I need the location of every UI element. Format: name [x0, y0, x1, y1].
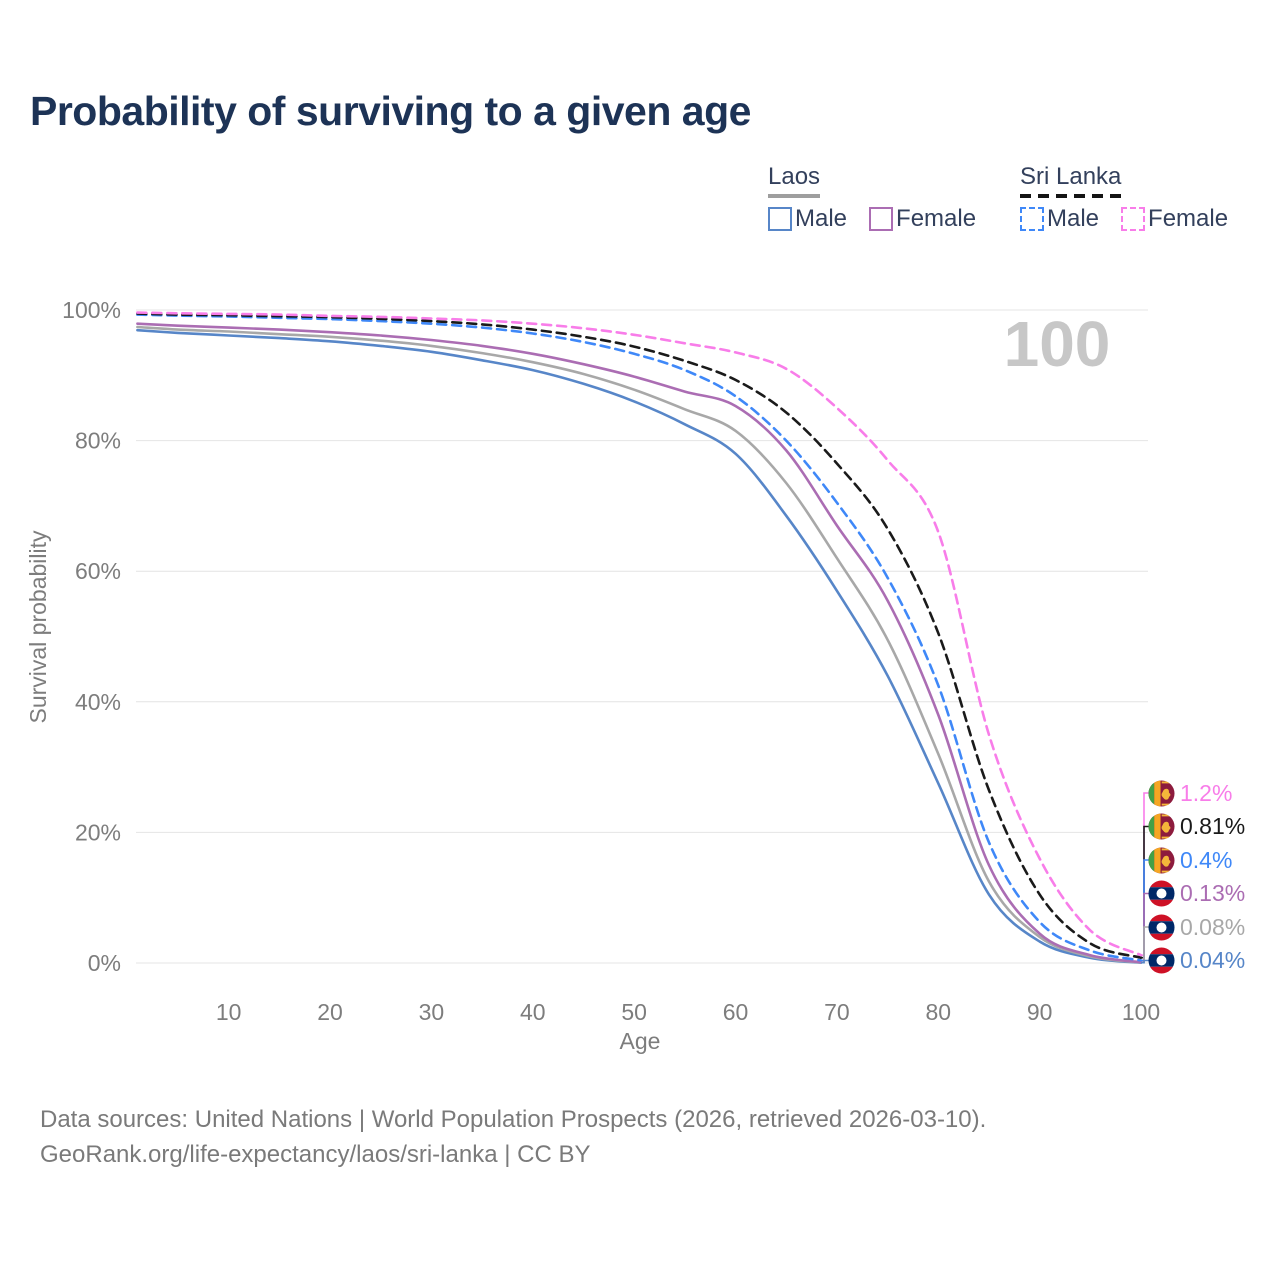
- laos-flag-icon: [1148, 947, 1175, 974]
- legend-group-laos: Laos: [768, 163, 821, 198]
- legend-group-laos-label: Laos: [768, 163, 821, 190]
- endpoint-label-sri-lanka: 0.81%: [1148, 813, 1245, 841]
- x-tick-label: 50: [621, 999, 647, 1025]
- legend-item-laos-female-label[interactable]: Female: [896, 205, 977, 232]
- x-tick-label: 100: [1122, 999, 1160, 1025]
- endpoint-label-sri-lanka-male: 0.4%: [1148, 846, 1232, 874]
- laos-flag-icon: [1148, 913, 1175, 941]
- sri-lanka-female-swatch[interactable]: [1121, 207, 1146, 231]
- endpoint-label-laos: 0.08%: [1148, 913, 1245, 941]
- y-tick-label: 0%: [88, 950, 121, 976]
- legend-item-laos-male[interactable]: Male: [768, 205, 847, 233]
- y-tick-label: 100%: [62, 297, 121, 323]
- x-tick-label: 60: [723, 999, 749, 1025]
- curve-sri-lanka-female[interactable]: [136, 311, 1143, 957]
- legend-group-sri-lanka: Sri Lanka: [1020, 163, 1122, 198]
- x-tick-label: 10: [216, 999, 242, 1025]
- legend-item-laos-male-label[interactable]: Male: [795, 205, 848, 232]
- legend-laos-line-swatch: [768, 194, 821, 198]
- legend-item-laos-female[interactable]: Female: [869, 205, 976, 233]
- endpoint-value: 0.4%: [1180, 846, 1233, 873]
- x-tick-label: 40: [520, 999, 546, 1025]
- y-tick-label: 60%: [75, 558, 121, 584]
- legend-item-sri-lanka-male[interactable]: Male: [1020, 205, 1099, 233]
- sri-lanka-flag-icon: [1148, 813, 1175, 840]
- endpoint-value: 1.2%: [1180, 779, 1233, 806]
- sri-lanka-flag-icon: [1148, 779, 1175, 807]
- laos-flag-icon: [1148, 880, 1175, 907]
- sri-lanka-flag-icon: [1148, 846, 1175, 874]
- x-tick-label: 80: [925, 999, 951, 1025]
- curve-laos-male[interactable]: [136, 328, 1143, 964]
- x-tick-label: 30: [419, 999, 445, 1025]
- curve-laos[interactable]: [136, 325, 1143, 964]
- endpoint-label-sri-lanka-female: 1.2%: [1148, 779, 1232, 807]
- legend-row-sri-lanka: Male Female: [1020, 205, 1250, 233]
- chart-title: Probability of surviving to a given age: [30, 88, 751, 134]
- endpoint-label-laos-female: 0.13%: [1148, 880, 1245, 908]
- age-watermark: 100: [1004, 308, 1111, 380]
- endpoint-value: 0.04%: [1180, 947, 1246, 973]
- legend-row-laos: Male Female: [768, 205, 998, 233]
- x-tick-label: 20: [317, 999, 343, 1025]
- legend-group-sri-lanka-label: Sri Lanka: [1020, 163, 1122, 190]
- legend-sri-lanka-line-swatch: [1020, 194, 1122, 198]
- footer-attribution: GeoRank.org/life-expectancy/laos/sri-lan…: [40, 1141, 591, 1168]
- y-tick-label: 80%: [75, 428, 121, 454]
- y-tick-label: 40%: [75, 689, 121, 715]
- legend-item-sri-lanka-female[interactable]: Female: [1121, 205, 1228, 233]
- legend-item-sri-lanka-female-label[interactable]: Female: [1148, 205, 1229, 232]
- laos-male-swatch[interactable]: [768, 207, 792, 231]
- endpoint-value: 0.08%: [1180, 913, 1246, 940]
- footer-data-sources: Data sources: United Nations | World Pop…: [40, 1106, 987, 1133]
- x-tick-label: 90: [1027, 999, 1053, 1025]
- curve-sri-lanka[interactable]: [136, 312, 1143, 959]
- sri-lanka-male-swatch[interactable]: [1020, 207, 1044, 231]
- endpoint-connector: [1141, 959, 1149, 964]
- endpoint-value: 0.13%: [1180, 880, 1246, 906]
- legend-item-sri-lanka-male-label[interactable]: Male: [1047, 205, 1100, 232]
- x-tick-label: 70: [824, 999, 850, 1025]
- endpoint-connector: [1141, 859, 1149, 962]
- y-axis-title: Survival probability: [25, 530, 51, 724]
- curve-sri-lanka-male[interactable]: [136, 313, 1143, 962]
- endpoint-label-laos-male: 0.04%: [1148, 947, 1245, 975]
- y-tick-label: 20%: [75, 819, 121, 845]
- x-axis-title: Age: [620, 1028, 661, 1054]
- laos-female-swatch[interactable]: [869, 207, 894, 231]
- endpoint-value: 0.81%: [1180, 813, 1246, 839]
- curve-laos-female[interactable]: [136, 322, 1143, 964]
